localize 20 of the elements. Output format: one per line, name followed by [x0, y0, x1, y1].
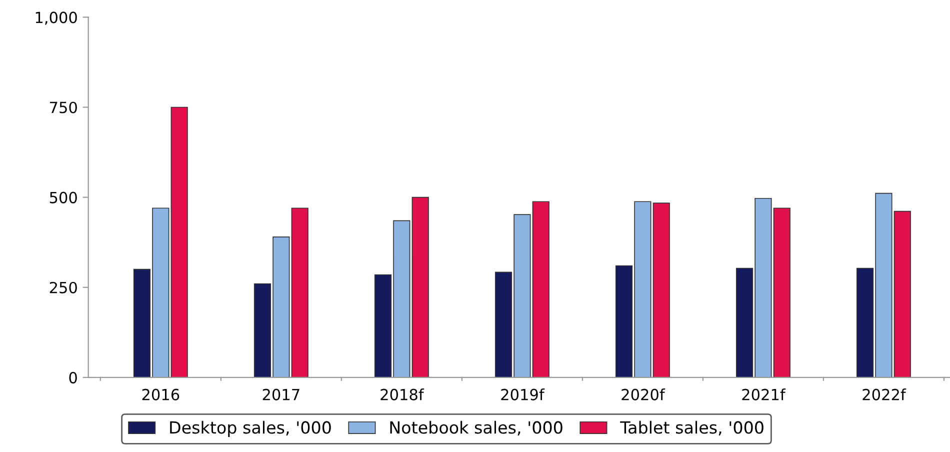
bar — [170, 106, 188, 378]
y-tick-label: 750 — [50, 102, 77, 114]
y-tick-label: 500 — [50, 192, 77, 204]
y-tick-label: 1,000 — [36, 12, 77, 25]
bar — [652, 202, 670, 378]
x-tick-label: 2019f — [501, 388, 545, 400]
x-tick-label: 2022f — [862, 388, 906, 400]
x-tick-label: 2020f — [622, 388, 666, 400]
bar — [412, 196, 429, 378]
legend-label: Notebook sales, '000 — [390, 420, 562, 436]
bar — [532, 201, 550, 378]
x-tick-label: 2017 — [262, 388, 300, 400]
y-tick-label: 250 — [50, 282, 77, 294]
legend-label: Desktop sales, '000 — [170, 420, 331, 437]
x-tick-label: 2021f — [742, 388, 786, 400]
bar — [291, 208, 308, 378]
x-tick-label: 2018f — [380, 388, 424, 400]
x-tick-label: 2016 — [142, 388, 180, 400]
legend-label: Tablet sales, '000 — [620, 420, 764, 436]
y-tick-label: 0 — [69, 372, 77, 384]
